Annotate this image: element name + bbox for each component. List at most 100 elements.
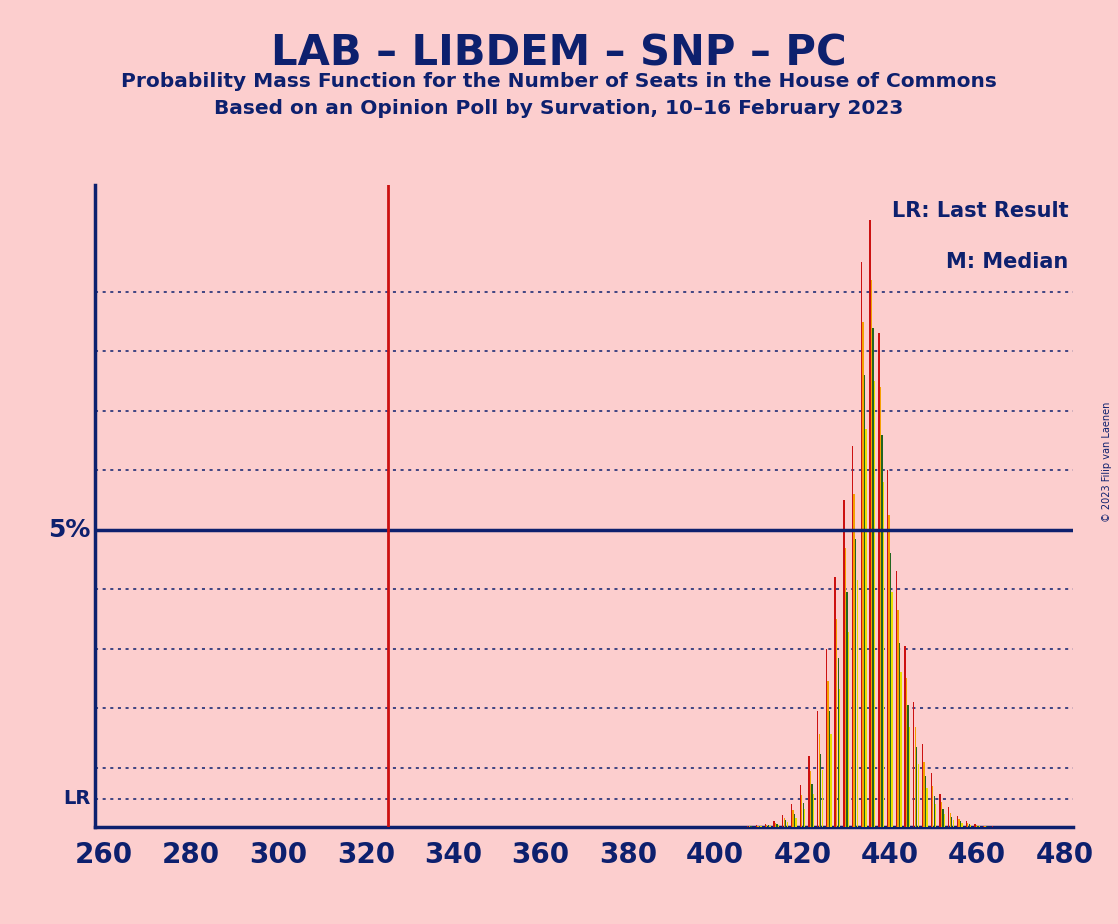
Bar	[803, 803, 804, 827]
Bar	[852, 446, 853, 827]
Bar	[793, 810, 794, 827]
Bar	[862, 322, 863, 827]
Bar	[804, 809, 805, 827]
Bar	[794, 814, 795, 827]
Bar	[939, 794, 940, 827]
Bar	[968, 824, 970, 827]
Bar	[913, 702, 915, 827]
Bar	[831, 735, 832, 827]
Bar	[817, 711, 818, 827]
Bar	[813, 795, 814, 827]
Bar	[853, 494, 855, 827]
Bar	[909, 727, 910, 827]
Bar	[966, 821, 967, 827]
Bar	[900, 673, 901, 827]
Bar	[843, 500, 844, 827]
Bar	[765, 823, 766, 827]
Bar	[795, 818, 797, 827]
Bar	[887, 470, 888, 827]
Bar	[977, 826, 978, 827]
Bar	[890, 553, 891, 827]
Bar	[918, 764, 919, 827]
Bar	[826, 649, 827, 827]
Text: Probability Mass Function for the Number of Seats in the House of Commons: Probability Mass Function for the Number…	[121, 72, 997, 91]
Bar	[821, 754, 822, 827]
Bar	[935, 804, 937, 827]
Bar	[865, 429, 866, 827]
Bar	[948, 808, 949, 827]
Bar	[878, 334, 880, 827]
Bar	[960, 821, 961, 827]
Text: LR: Last Result: LR: Last Result	[892, 201, 1069, 221]
Bar	[856, 580, 858, 827]
Bar	[951, 817, 953, 827]
Bar	[845, 548, 846, 827]
Bar	[961, 823, 963, 827]
Bar	[757, 826, 759, 827]
Bar	[783, 815, 784, 827]
Bar	[896, 571, 897, 827]
Bar	[958, 820, 959, 827]
Text: LR: LR	[63, 789, 91, 808]
Bar	[766, 825, 767, 827]
Bar	[953, 820, 954, 827]
Bar	[775, 822, 776, 827]
Bar	[970, 825, 972, 827]
Bar	[861, 262, 862, 827]
Bar	[774, 821, 775, 827]
Text: 5%: 5%	[48, 517, 91, 541]
Bar	[769, 826, 770, 827]
Bar	[897, 610, 899, 827]
Bar	[785, 821, 786, 827]
Bar	[941, 802, 942, 827]
Text: Based on an Opinion Poll by Survation, 10–16 February 2023: Based on an Opinion Poll by Survation, 1…	[215, 99, 903, 118]
Bar	[778, 825, 779, 827]
Bar	[883, 482, 884, 827]
Bar	[922, 744, 923, 827]
Bar	[923, 761, 925, 827]
Bar	[822, 770, 823, 827]
Text: M: Median: M: Median	[946, 252, 1069, 273]
Bar	[906, 678, 907, 827]
Bar	[812, 784, 813, 827]
Bar	[802, 796, 803, 827]
Bar	[864, 375, 865, 827]
Bar	[949, 813, 951, 827]
Text: LAB – LIBDEM – SNP – PC: LAB – LIBDEM – SNP – PC	[272, 32, 846, 74]
Bar	[808, 756, 809, 827]
Bar	[787, 822, 788, 827]
Bar	[957, 816, 958, 827]
Bar	[836, 619, 837, 827]
Bar	[790, 805, 793, 827]
Bar	[934, 796, 935, 827]
Bar	[899, 643, 900, 827]
Bar	[747, 826, 748, 827]
Bar	[925, 776, 926, 827]
Bar	[967, 823, 968, 827]
Bar	[768, 825, 769, 827]
Bar	[828, 711, 831, 827]
Bar	[874, 381, 875, 827]
Bar	[927, 788, 928, 827]
Bar	[915, 727, 916, 827]
Bar	[881, 434, 882, 827]
Bar	[784, 819, 785, 827]
Bar	[827, 681, 828, 827]
Bar	[891, 592, 893, 827]
Bar	[871, 280, 872, 827]
Bar	[908, 705, 909, 827]
Bar	[889, 515, 890, 827]
Bar	[942, 808, 944, 827]
Bar	[847, 632, 850, 827]
Bar	[818, 735, 819, 827]
Bar	[776, 823, 778, 827]
Bar	[880, 387, 881, 827]
Bar	[944, 814, 945, 827]
Bar	[974, 824, 976, 827]
Bar	[799, 785, 800, 827]
Bar	[840, 689, 841, 827]
Bar	[870, 221, 871, 827]
Bar	[916, 748, 918, 827]
Bar	[904, 646, 906, 827]
Bar	[872, 327, 874, 827]
